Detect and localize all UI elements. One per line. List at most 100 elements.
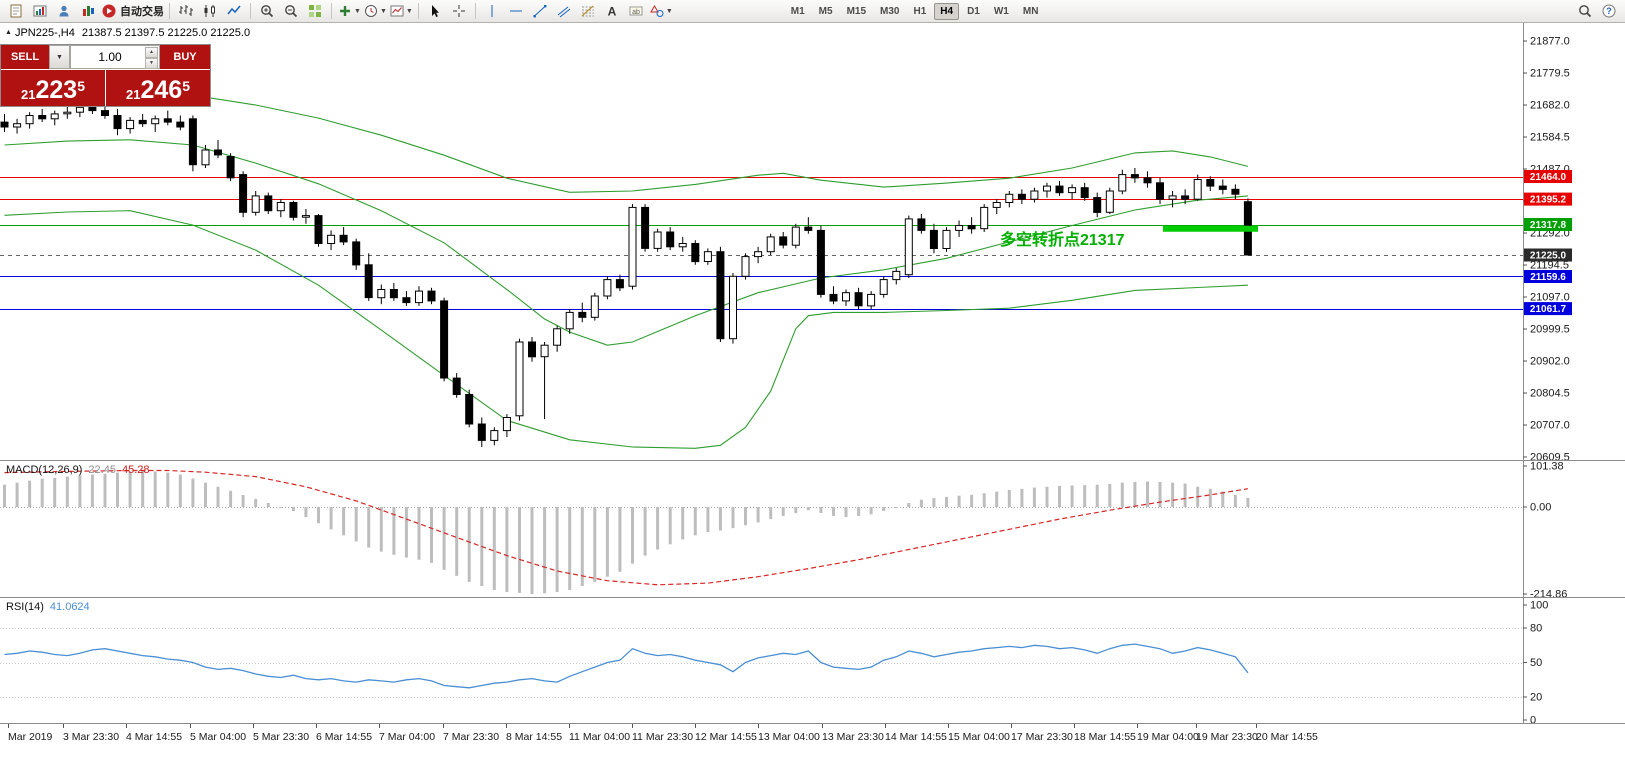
- order-type-dropdown[interactable]: ▼: [49, 45, 70, 69]
- timeframe-mn[interactable]: MN: [1022, 5, 1039, 17]
- chart-window-icon[interactable]: [29, 2, 51, 21]
- periods-icon[interactable]: ▼: [363, 2, 387, 21]
- macd-bar: [379, 507, 383, 552]
- vertical-line-icon[interactable]: [481, 2, 503, 21]
- macd-bar: [995, 491, 999, 507]
- templates-icon[interactable]: ▼: [389, 2, 413, 21]
- macd-bar: [216, 486, 220, 508]
- text-label-icon[interactable]: ab: [625, 2, 647, 21]
- time-axis-label: 14 Mar 14:55: [885, 731, 947, 743]
- timeframe-m30[interactable]: M30: [880, 5, 900, 17]
- tile-windows-icon[interactable]: [304, 2, 326, 21]
- buy-price-display[interactable]: 21 246 5: [106, 70, 210, 106]
- crosshair-icon[interactable]: [448, 2, 470, 21]
- bollinger-upper-line[interactable]: [4, 87, 1249, 193]
- toolbar-separator: [417, 3, 419, 19]
- timeframe-h1[interactable]: H1: [913, 5, 927, 17]
- macd-bar: [204, 482, 207, 507]
- timeframe-m1[interactable]: M1: [790, 5, 805, 17]
- candle-body: [364, 264, 373, 299]
- autotrading-button[interactable]: 自动交易: [101, 2, 164, 21]
- candle-body: [678, 243, 687, 248]
- macd-bar: [15, 482, 19, 507]
- volume-step-up[interactable]: ▲: [145, 47, 158, 58]
- sell-button[interactable]: SELL: [1, 45, 49, 69]
- profiles-icon[interactable]: [53, 2, 75, 21]
- bar-chart-icon[interactable]: [175, 2, 197, 21]
- channel-icon[interactable]: [553, 2, 575, 21]
- price-tag-label: 21317.8: [1530, 220, 1567, 231]
- candle-body: [1043, 185, 1051, 192]
- candle-body: [138, 119, 147, 125]
- buy-button[interactable]: BUY: [160, 45, 210, 69]
- market-watch-icon[interactable]: [77, 2, 99, 21]
- zoom-in-icon[interactable]: [256, 2, 278, 21]
- horizontal-line-icon[interactable]: [505, 2, 527, 21]
- volume-step-down[interactable]: ▼: [145, 58, 158, 69]
- macd-bar: [28, 480, 32, 507]
- rsi-chart[interactable]: 100 80 50 20 0: [0, 598, 1625, 723]
- volume-input[interactable]: [71, 49, 159, 65]
- candlestick-chart-icon[interactable]: [199, 2, 221, 21]
- timeframe-w1[interactable]: W1: [993, 5, 1009, 17]
- annotation-text[interactable]: 多空转折点21317: [1000, 230, 1125, 249]
- timeframe-m15[interactable]: M15: [846, 5, 867, 17]
- text-icon[interactable]: A: [601, 2, 623, 21]
- price-chart[interactable]: 多空转折点21317 21877.0 21779.5 21682.0 21584.5 21…: [0, 23, 1625, 460]
- macd-bar: [492, 507, 496, 590]
- price-axis-label: 21194.5: [1530, 260, 1569, 272]
- price-axis-label: 21584.5: [1530, 132, 1570, 144]
- buy-price-big: 246: [140, 76, 183, 104]
- macd-bar: [919, 499, 923, 507]
- cursor-icon[interactable]: [424, 2, 446, 21]
- price-chart-panel: 多空转折点21317 21877.0 21779.5 21682.0 21584.5 21…: [0, 23, 1625, 460]
- macd-bar: [907, 503, 911, 507]
- bollinger-lower-line[interactable]: [4, 210, 1248, 449]
- candle-body: [729, 275, 737, 340]
- fibonacci-icon[interactable]: [577, 2, 599, 21]
- candle-body: [854, 292, 863, 307]
- macd-bar: [681, 507, 685, 540]
- macd-bar: [982, 493, 986, 507]
- candle-body: [967, 225, 976, 230]
- macd-bar: [518, 507, 521, 593]
- timeframe-m5[interactable]: M5: [818, 5, 833, 17]
- candle-body: [1231, 188, 1240, 195]
- macd-bar: [1133, 481, 1137, 507]
- macd-bar: [957, 495, 961, 507]
- buy-price-prefix: 21: [126, 87, 141, 102]
- candle-body: [126, 119, 135, 130]
- help-icon[interactable]: ?: [1598, 2, 1620, 21]
- time-axis-label: 13 Mar 23:30: [822, 731, 884, 743]
- candle-body: [741, 256, 750, 277]
- price-tag: [1524, 170, 1572, 183]
- time-axis-scale: Mar 2019 3 Mar 23:30 4 Mar 14:55 5 Mar 04:0…: [8, 724, 1318, 743]
- trendline-icon[interactable]: [529, 2, 551, 21]
- arrows-icon[interactable]: ▼: [649, 2, 673, 21]
- sell-price-display[interactable]: 21 223 5: [1, 70, 105, 106]
- timeframe-d1[interactable]: D1: [967, 5, 980, 17]
- macd-bar: [404, 507, 408, 558]
- macd-indicator-panel: 101.38 0.00 -214.86 MACD(12,26,9) 22.45 45.2…: [0, 460, 1625, 597]
- zoom-out-icon[interactable]: [280, 2, 302, 21]
- macd-bar: [1171, 482, 1175, 507]
- indicators-icon[interactable]: ▼: [337, 2, 361, 21]
- line-chart-icon[interactable]: [223, 2, 245, 21]
- macd-bar: [1070, 485, 1074, 507]
- macd-bar: [794, 507, 798, 514]
- candle-body: [113, 115, 122, 130]
- candle-body: [201, 149, 210, 166]
- new-order-icon[interactable]: [5, 2, 27, 21]
- bollinger-middle-line[interactable]: [4, 139, 1248, 346]
- macd-bar: [342, 507, 346, 536]
- timeframe-h4[interactable]: H4: [934, 2, 960, 20]
- search-icon[interactable]: [1574, 2, 1596, 21]
- candle-body: [1130, 174, 1139, 179]
- macd-bar: [970, 494, 974, 507]
- candle-body: [239, 174, 248, 213]
- time-axis[interactable]: Mar 2019 3 Mar 23:30 4 Mar 14:55 5 Mar 04:0…: [0, 723, 1625, 768]
- candle-body: [477, 423, 486, 441]
- macd-bar: [505, 507, 509, 593]
- macd-bar: [430, 507, 433, 563]
- macd-chart[interactable]: 101.38 0.00 -214.86: [0, 461, 1625, 597]
